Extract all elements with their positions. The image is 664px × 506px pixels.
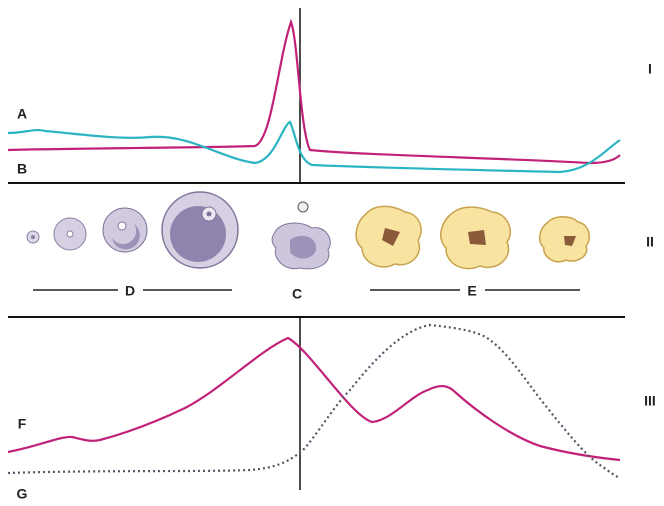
- ovulating-follicle: [271, 201, 331, 270]
- curve-label: A: [17, 106, 27, 122]
- stage-label: E: [467, 283, 476, 299]
- curve-label: F: [18, 416, 27, 432]
- curve-a: [7, 18, 621, 165]
- curve-label: G: [17, 486, 28, 502]
- curve-g: [7, 323, 621, 480]
- panel-numeral: I: [648, 61, 652, 77]
- panel-numeral: II: [646, 234, 654, 250]
- curve-f: [7, 336, 621, 462]
- stage-label: D: [125, 283, 135, 299]
- corpus-luteum: [355, 205, 591, 270]
- curve-b: [7, 120, 621, 174]
- stage-label: C: [292, 286, 302, 302]
- curve-label: B: [17, 161, 27, 177]
- follicles: [26, 191, 239, 269]
- panel-numeral: III: [644, 393, 656, 409]
